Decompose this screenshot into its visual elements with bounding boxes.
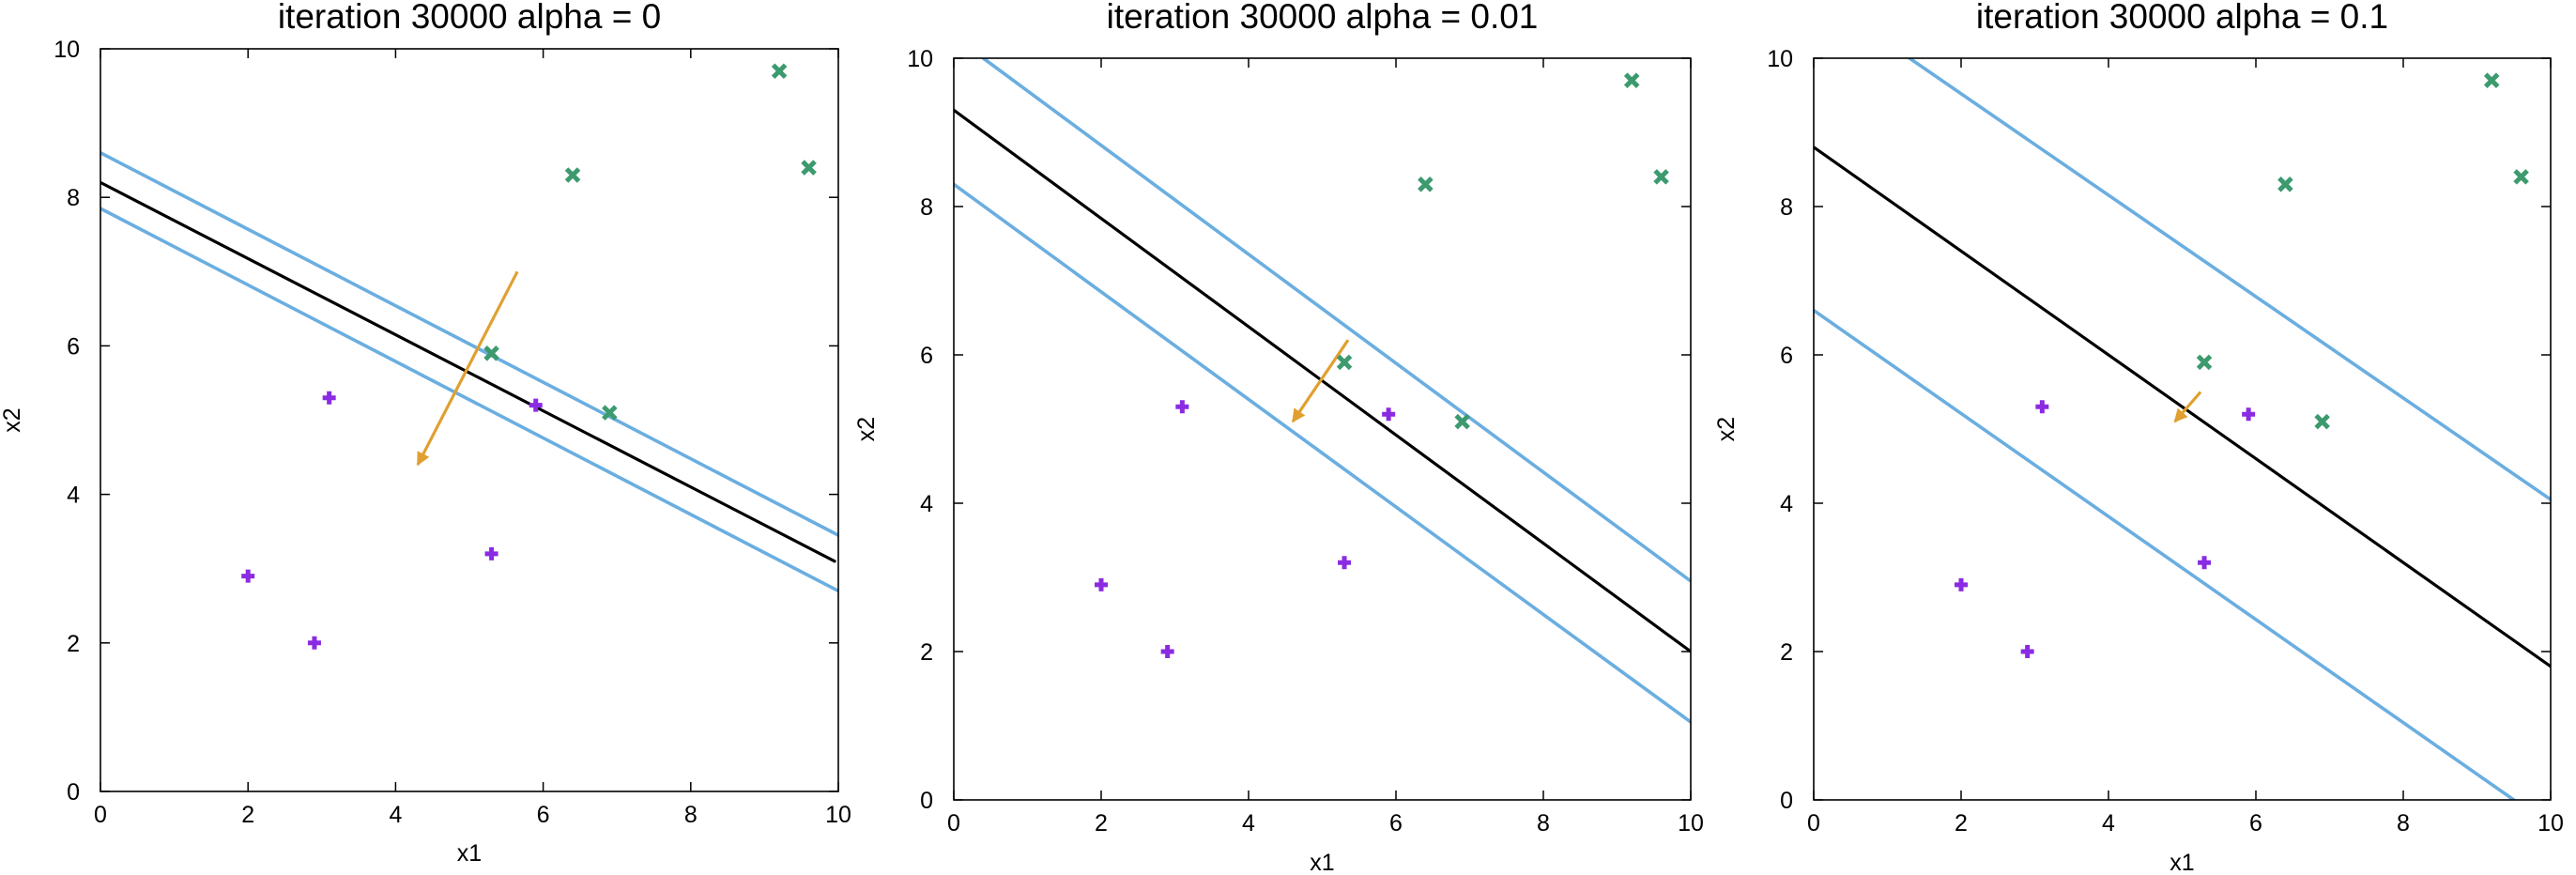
data-point-negative bbox=[2198, 556, 2212, 570]
y-tick-label: 10 bbox=[907, 46, 933, 72]
data-point-positive bbox=[1623, 72, 1640, 88]
data-point-negative bbox=[1382, 407, 1396, 422]
margin-line bbox=[954, 182, 1691, 724]
decision-boundary-line bbox=[100, 180, 836, 563]
data-point-positive bbox=[2513, 169, 2529, 185]
data-point-positive bbox=[1653, 169, 1669, 185]
plot-frame bbox=[1813, 57, 2552, 801]
data-point-positive bbox=[2314, 413, 2330, 430]
decision-boundary-line bbox=[954, 108, 1691, 653]
data-point-negative bbox=[1160, 645, 1174, 658]
data-point-negative bbox=[307, 636, 321, 650]
chart-title: iteration 30000 alpha = 0 bbox=[278, 0, 661, 36]
x-tick-label: 0 bbox=[94, 802, 107, 828]
plot-frame bbox=[100, 48, 839, 792]
data-point-positive bbox=[564, 167, 581, 183]
data-point-positive bbox=[801, 160, 817, 176]
x-tick-label: 8 bbox=[1537, 810, 1550, 837]
data-point-negative bbox=[322, 391, 336, 405]
plot-area bbox=[100, 63, 838, 650]
chart-panel-alpha-0.1: iteration 30000 alpha = 0.1 0 2 4 6 8 10 0 2 4 6 8 1… bbox=[1713, 0, 2564, 875]
x-tick-label: 2 bbox=[1095, 810, 1108, 837]
y-tick-label: 4 bbox=[1780, 491, 1793, 517]
plot-area bbox=[954, 58, 1691, 724]
plot-frame bbox=[953, 57, 1692, 801]
data-point-negative bbox=[241, 569, 255, 583]
x-tick-label: 8 bbox=[2397, 810, 2410, 837]
data-point-positive bbox=[2483, 72, 2500, 88]
data-point-negative bbox=[1955, 577, 1968, 591]
data-point-negative bbox=[484, 546, 498, 560]
chart-panel-alpha-0: iteration 30000 alpha = 0 0 2 4 6 8 10 0 2 4 6 8 10 x… bbox=[0, 0, 851, 867]
x-tick-label: 2 bbox=[1955, 810, 1968, 837]
y-axis-label: x2 bbox=[853, 417, 880, 441]
y-axis-label: x2 bbox=[0, 407, 25, 432]
y-tick-label: 2 bbox=[1780, 639, 1793, 666]
data-point-negative bbox=[1338, 556, 1352, 570]
data-point-negative bbox=[2020, 645, 2034, 658]
margin-line bbox=[1814, 308, 2516, 800]
y-tick-label: 8 bbox=[920, 194, 933, 221]
data-point-positive bbox=[771, 63, 788, 79]
weight-arrow bbox=[416, 270, 519, 467]
plot-area bbox=[1814, 58, 2551, 800]
y-tick-label: 4 bbox=[67, 483, 80, 509]
x-tick-label: 0 bbox=[947, 810, 960, 837]
y-tick-label: 0 bbox=[1780, 788, 1793, 814]
y-tick-label: 6 bbox=[67, 333, 80, 360]
margin-line bbox=[100, 207, 838, 593]
data-point-negative bbox=[1095, 577, 1108, 591]
data-point-positive bbox=[1454, 413, 1470, 430]
x-axis-label: x1 bbox=[457, 840, 482, 867]
data-point-negative bbox=[529, 398, 543, 412]
y-tick-label: 0 bbox=[67, 779, 80, 806]
chart-title: iteration 30000 alpha = 0.1 bbox=[1976, 0, 2388, 36]
y-tick-label: 10 bbox=[54, 37, 80, 63]
y-tick-label: 0 bbox=[920, 788, 933, 814]
x-tick-label: 10 bbox=[2538, 810, 2564, 837]
x-tick-label: 6 bbox=[1389, 810, 1403, 837]
data-point-positive bbox=[2196, 354, 2213, 371]
margin-line bbox=[981, 58, 1691, 583]
chart-panel-alpha-0.01: iteration 30000 alpha = 0.01 0 2 4 6 8 10 0 2 4 6 8… bbox=[853, 0, 1704, 875]
y-tick-label: 8 bbox=[67, 185, 80, 211]
x-tick-label: 10 bbox=[1678, 810, 1704, 837]
margin-line bbox=[100, 150, 838, 537]
data-point-positive bbox=[1336, 354, 1353, 371]
x-tick-label: 2 bbox=[241, 802, 254, 828]
data-point-negative bbox=[1175, 400, 1189, 414]
data-point-positive bbox=[483, 345, 499, 361]
x-tick-label: 8 bbox=[684, 802, 698, 828]
y-tick-label: 6 bbox=[920, 343, 933, 369]
data-point-negative bbox=[2242, 407, 2256, 422]
data-point-positive bbox=[1418, 177, 1434, 192]
decision-boundary-line bbox=[1814, 146, 2551, 668]
x-tick-label: 0 bbox=[1807, 810, 1820, 837]
x-tick-label: 4 bbox=[1242, 810, 1255, 837]
y-tick-label: 2 bbox=[920, 639, 933, 666]
x-tick-label: 6 bbox=[2249, 810, 2262, 837]
data-point-negative bbox=[2035, 400, 2049, 414]
data-point-positive bbox=[2277, 177, 2293, 192]
y-tick-label: 10 bbox=[1767, 46, 1793, 72]
margin-line bbox=[1908, 58, 2551, 501]
y-axis-label: x2 bbox=[1713, 417, 1740, 441]
x-tick-label: 10 bbox=[825, 802, 851, 828]
chart-title: iteration 30000 alpha = 0.01 bbox=[1107, 0, 1539, 36]
weight-arrow bbox=[2173, 391, 2202, 423]
x-axis-label: x1 bbox=[2170, 850, 2194, 875]
x-tick-label: 6 bbox=[537, 802, 550, 828]
y-tick-label: 8 bbox=[1780, 194, 1793, 221]
data-point-positive bbox=[602, 405, 618, 421]
x-tick-label: 4 bbox=[389, 802, 402, 828]
weight-arrow bbox=[1291, 339, 1350, 423]
x-tick-label: 4 bbox=[2102, 810, 2115, 837]
y-tick-label: 6 bbox=[1780, 343, 1793, 369]
y-tick-label: 4 bbox=[920, 491, 933, 517]
x-axis-label: x1 bbox=[1310, 850, 1334, 875]
y-tick-label: 2 bbox=[67, 631, 80, 657]
